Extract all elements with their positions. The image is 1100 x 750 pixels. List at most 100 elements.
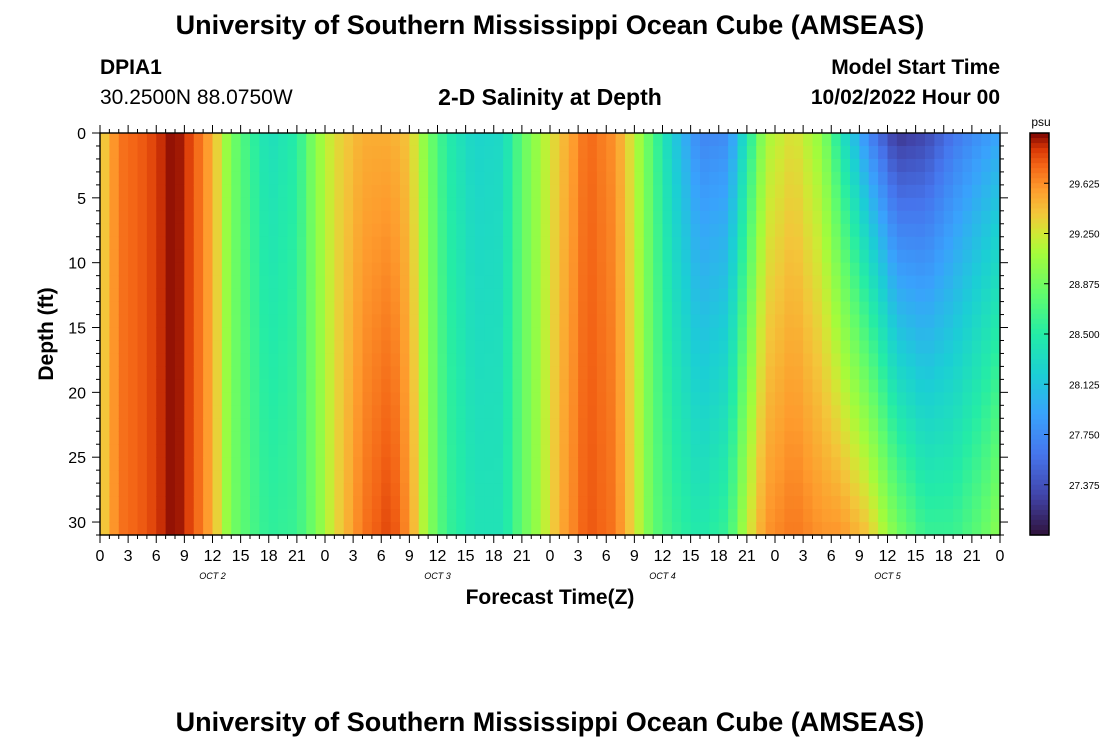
heatmap-cell (306, 197, 317, 212)
heatmap-cell (925, 405, 935, 419)
heatmap-cell (859, 522, 870, 536)
heatmap-cell (906, 470, 917, 484)
heatmap-cell (240, 288, 251, 303)
heatmap-cell (390, 483, 401, 497)
heatmap-cell (700, 210, 710, 225)
heatmap-cell (315, 366, 326, 380)
heatmap-cell (784, 133, 795, 147)
heatmap-cell (990, 210, 1001, 225)
heatmap-cell (990, 314, 1001, 329)
heatmap-cell (728, 145, 739, 160)
colorbar-swatch (1030, 318, 1049, 325)
heatmap-cell (812, 275, 823, 290)
heatmap-cell (400, 158, 410, 173)
heatmap-cell (896, 171, 907, 186)
heatmap-cell (981, 314, 992, 329)
heatmap-cell (868, 327, 879, 342)
heatmap-cell (315, 171, 326, 186)
heatmap-cell (521, 509, 532, 523)
heatmap-cell (353, 522, 364, 536)
heatmap-cell (240, 431, 251, 445)
heatmap-cell (465, 327, 476, 342)
heatmap-cell (287, 171, 298, 186)
heatmap-cell (681, 197, 692, 212)
heatmap-cell (221, 236, 232, 251)
heatmap-cell (250, 457, 260, 471)
heatmap-cell (390, 327, 401, 342)
heatmap-cell (831, 184, 842, 199)
heatmap-cell (156, 288, 167, 303)
heatmap-cell (156, 249, 167, 264)
colorbar-swatch (1030, 379, 1049, 385)
heatmap-cell (390, 145, 401, 160)
heatmap-cell (953, 236, 964, 251)
colorbar-swatch (1030, 394, 1049, 400)
heatmap-cell (128, 288, 139, 303)
heatmap-cell (990, 327, 1001, 342)
heatmap-cell (821, 262, 832, 277)
heatmap-cell (681, 366, 692, 380)
heatmap-cell (231, 327, 242, 342)
heatmap-cell (184, 522, 195, 536)
heatmap-cell (653, 509, 664, 523)
heatmap-cell (193, 301, 204, 316)
heatmap-cell (690, 496, 701, 510)
heatmap-cell (559, 171, 570, 186)
heatmap-cell (221, 470, 232, 484)
heatmap-cell (671, 405, 682, 419)
heatmap-cell (878, 262, 889, 277)
heatmap-cell (100, 249, 110, 264)
heatmap-cell (343, 145, 354, 160)
heatmap-cell (756, 184, 767, 199)
x-tick-label: 6 (377, 548, 386, 565)
heatmap-cell (850, 418, 860, 432)
heatmap-cell (990, 509, 1001, 523)
heatmap-cell (493, 171, 504, 186)
heatmap-cell (493, 184, 504, 199)
heatmap-cell (306, 301, 317, 316)
heatmap-cell (756, 496, 767, 510)
heatmap-cell (203, 262, 214, 277)
heatmap-cell (971, 379, 982, 393)
heatmap-cell (868, 483, 879, 497)
heatmap-cell (203, 158, 214, 173)
heatmap-cell (821, 184, 832, 199)
heatmap-cell (896, 223, 907, 238)
heatmap-cell (596, 158, 607, 173)
heatmap-cell (990, 249, 1001, 264)
heatmap-cell (718, 171, 729, 186)
heatmap-cell (521, 275, 532, 290)
heatmap-cell (531, 301, 542, 316)
heatmap-cell (296, 327, 307, 342)
heatmap-cell (400, 470, 410, 484)
heatmap-cell (334, 236, 345, 251)
heatmap-cell (484, 197, 495, 212)
heatmap-cell (212, 197, 223, 212)
heatmap-cell (887, 314, 898, 329)
colorbar-swatch (1030, 369, 1049, 375)
heatmap-cell (371, 314, 382, 329)
heatmap-cell (793, 496, 804, 510)
heatmap-cell (681, 353, 692, 368)
heatmap-cell (943, 509, 954, 523)
heatmap-cell (596, 275, 607, 290)
heatmap-cell (728, 327, 739, 342)
heatmap-cell (128, 223, 139, 238)
heatmap-cell (381, 366, 392, 380)
heatmap-cell (859, 483, 870, 497)
heatmap-cell (671, 392, 682, 406)
heatmap-cell (362, 158, 373, 173)
heatmap-cell (109, 457, 120, 471)
heatmap-cell (925, 133, 935, 147)
heatmap-cell (596, 184, 607, 199)
heatmap-cell (587, 496, 598, 510)
heatmap-cell (109, 145, 120, 160)
heatmap-cell (578, 158, 589, 173)
heatmap-cell (559, 249, 570, 264)
heatmap-cell (512, 158, 523, 173)
heatmap-cell (596, 366, 607, 380)
heatmap-cell (184, 184, 195, 199)
heatmap-cell (268, 483, 279, 497)
heatmap-cell (268, 327, 279, 342)
heatmap-cell (971, 275, 982, 290)
